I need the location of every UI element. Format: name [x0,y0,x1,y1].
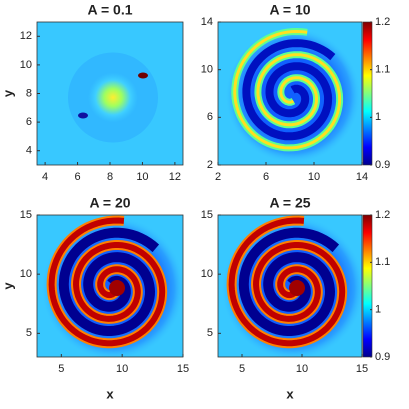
y-tick-label: 10 [20,268,32,280]
heatmap [218,215,362,357]
colorbar [362,21,373,166]
y-tick-label: 14 [201,16,213,28]
colorbar-tick-label: 1.1 [375,64,390,76]
pattern [88,72,138,123]
panel-title: A = 10 [269,2,310,18]
x-tick-label: 10 [296,363,308,375]
pattern [242,39,336,141]
panel-title: A = 25 [269,195,310,211]
y-tick-label: 15 [20,209,32,221]
x-tick-label: 12 [169,171,181,183]
y-axis-label: y [0,89,15,97]
pattern [48,217,166,347]
x-tick-label: 10 [136,171,148,183]
pattern [109,280,125,296]
x-tick-label: 10 [116,363,128,375]
y-tick-label: 6 [26,116,32,128]
panel-title: A = 20 [89,195,130,211]
y-axis-label: y [0,282,15,290]
colorbar-tick-label: 0.9 [375,159,390,171]
y-tick-label: 4 [26,145,32,157]
pattern [138,72,148,79]
x-axis-label: x [106,386,114,401]
x-axis-label: x [286,386,294,401]
heatmap [218,22,362,165]
pattern [233,29,342,150]
y-tick-label: 5 [207,327,213,339]
plot-frame [217,214,363,358]
heatmap [37,22,183,165]
pattern [78,112,88,119]
pattern [228,217,346,347]
x-tick-label: 2 [215,171,221,183]
y-tick-label: 15 [201,209,213,221]
y-tick-label: 10 [201,268,213,280]
x-tick-label: 15 [177,363,189,375]
x-tick-label: 15 [356,363,368,375]
y-tick-label: 12 [20,30,32,42]
y-tick-label: 10 [20,59,32,71]
x-tick-label: 14 [356,171,368,183]
x-tick-label: 8 [107,171,113,183]
colorbar-tick-label: 1.2 [375,209,390,221]
colorbar-tick-label: 1 [375,304,381,316]
x-tick-label: 6 [74,171,80,183]
colorbar [362,214,373,358]
y-tick-label: 5 [26,327,32,339]
x-tick-label: 5 [58,363,64,375]
x-tick-label: 4 [42,171,48,183]
y-tick-label: 6 [207,111,213,123]
plot-frame [217,21,363,166]
x-tick-label: 10 [308,171,320,183]
colorbar-tick-label: 1.1 [375,256,390,268]
colorbar-tick-label: 1.2 [375,16,390,28]
heatmap [37,215,183,357]
y-tick-label: 8 [26,87,32,99]
pattern [238,227,340,336]
y-tick-label: 10 [201,64,213,76]
x-tick-label: 5 [239,363,245,375]
colorbar-tick-label: 1 [375,111,381,123]
colorbar-tick-label: 0.9 [375,351,390,363]
pattern [58,227,160,336]
plot-frame [36,214,184,358]
pattern [289,280,305,296]
y-tick-label: 2 [207,159,213,171]
x-tick-label: 6 [263,171,269,183]
panel-title: A = 0.1 [87,2,132,18]
